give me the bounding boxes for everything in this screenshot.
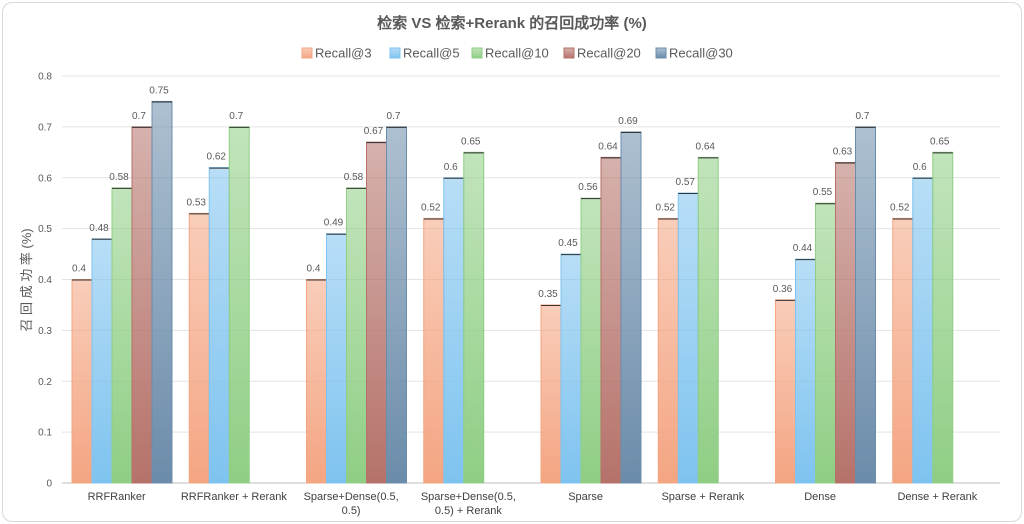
- data-label: 0.6: [444, 162, 458, 173]
- bar: [600, 156, 622, 484]
- bar: [386, 126, 407, 484]
- bar: [540, 304, 562, 484]
- data-label: 0.58: [109, 172, 129, 183]
- x-tick-label: Sparse+Dense(0.5, 0.5) + Rerank: [421, 491, 516, 517]
- bar: [835, 161, 856, 484]
- bar: [151, 100, 173, 484]
- bar: [912, 177, 934, 484]
- x-tick-label: Dense + Rerank: [897, 491, 977, 503]
- data-label: 0.65: [461, 136, 481, 147]
- data-label: 0.58: [344, 172, 364, 183]
- bar: [620, 131, 642, 484]
- data-label: 0.67: [364, 126, 384, 137]
- bar: [657, 217, 679, 484]
- x-tick-label: Sparse + Rerank: [661, 491, 744, 503]
- data-label: 0.44: [793, 243, 813, 254]
- bar: [188, 212, 210, 484]
- bar: [795, 258, 816, 484]
- bar: [208, 167, 230, 484]
- data-label: 0.75: [149, 85, 169, 96]
- data-label: 0.62: [207, 152, 227, 163]
- x-tick-label: Dense: [804, 491, 836, 503]
- legend-entry: Recall@10: [485, 46, 549, 61]
- bar: [775, 299, 796, 484]
- data-label: 0.49: [324, 218, 344, 229]
- data-label: 0.45: [558, 238, 578, 249]
- y-tick-label: 0.3: [38, 326, 52, 337]
- data-label: 0.56: [578, 182, 598, 193]
- bar: [111, 187, 133, 484]
- y-tick-label: 0.5: [38, 224, 52, 235]
- bar: [346, 187, 367, 484]
- data-label: 0.63: [833, 146, 853, 157]
- data-label: 0.4: [72, 264, 86, 275]
- data-label: 0.6: [913, 162, 927, 173]
- data-label: 0.69: [618, 116, 638, 127]
- bar: [932, 151, 954, 484]
- y-tick-label: 0.1: [38, 428, 52, 439]
- y-axis-label: 召 回 成 功 率 (%): [19, 228, 34, 331]
- bar: [560, 253, 582, 484]
- data-labels: 0.4 0.48 0.58 0.7 0.75 0.53 0.62 0.7 0.4 0.49 0.58…: [72, 85, 950, 300]
- data-label: 0.7: [856, 111, 870, 122]
- y-tick-label: 0: [46, 479, 52, 490]
- bar: [71, 279, 93, 484]
- data-label: 0.7: [387, 111, 401, 122]
- x-axis-ticks: RRFRanker RRFRanker + Rerank Sparse+Dense(…: [88, 491, 978, 517]
- data-label: 0.35: [538, 289, 558, 300]
- data-label: 0.64: [696, 141, 716, 152]
- bar: [855, 126, 876, 484]
- bar: [443, 177, 465, 484]
- bar: [677, 192, 699, 484]
- data-label: 0.36: [773, 284, 793, 295]
- legend-entry: Recall@20: [577, 46, 641, 61]
- data-label: 0.53: [187, 197, 207, 208]
- x-tick-label: RRFRanker + Rerank: [181, 491, 288, 503]
- bar: [463, 151, 485, 484]
- bar: [228, 126, 250, 484]
- y-axis-ticks: 0 0.1 0.2 0.3 0.4 0.5 0.6 0.7 0.8: [38, 72, 52, 490]
- legend-entry: Recall@30: [669, 46, 733, 61]
- chart-title: 检索 VS 检索+Rerank 的召回成功率 (%): [377, 14, 647, 32]
- bar: [131, 126, 153, 484]
- bar: [306, 279, 327, 484]
- y-tick-label: 0.4: [38, 275, 52, 286]
- legend-entry: Recall@5: [403, 46, 460, 61]
- y-tick-label: 0.7: [38, 122, 52, 133]
- y-tick-label: 0.8: [38, 72, 52, 83]
- bar: [326, 233, 347, 484]
- data-label: 0.52: [890, 202, 910, 213]
- data-label: 0.65: [930, 136, 950, 147]
- data-label: 0.52: [656, 202, 676, 213]
- data-label: 0.55: [813, 187, 833, 198]
- y-tick-label: 0.2: [38, 377, 52, 388]
- bar: [91, 238, 113, 484]
- data-label: 0.57: [676, 177, 696, 188]
- bar: [580, 197, 602, 484]
- bar: [423, 217, 445, 484]
- data-label: 0.7: [132, 111, 146, 122]
- data-label: 0.52: [421, 202, 441, 213]
- data-label: 0.64: [598, 141, 618, 152]
- legend-swatch: [563, 47, 575, 59]
- data-label: 0.48: [89, 223, 109, 234]
- bar: [697, 156, 719, 484]
- legend-swatch: [389, 47, 401, 59]
- legend-swatch: [471, 47, 483, 59]
- x-tick-label: Sparse: [568, 491, 603, 503]
- data-label: 0.7: [229, 111, 243, 122]
- x-tick-label: RRFRanker: [88, 491, 146, 503]
- bar: [892, 217, 914, 484]
- bar: [815, 202, 836, 484]
- y-tick-label: 0.6: [38, 173, 52, 184]
- legend: Recall@3 Recall@5 Recall@10 Recall@20 Recall…: [301, 46, 733, 61]
- legend-swatch: [301, 47, 313, 59]
- legend-entry: Recall@3: [315, 46, 372, 61]
- bar: [366, 141, 387, 484]
- legend-swatch: [655, 47, 667, 59]
- bars: [71, 100, 954, 484]
- data-label: 0.4: [307, 264, 321, 275]
- x-tick-label: Sparse+Dense(0.5, 0.5): [304, 491, 399, 517]
